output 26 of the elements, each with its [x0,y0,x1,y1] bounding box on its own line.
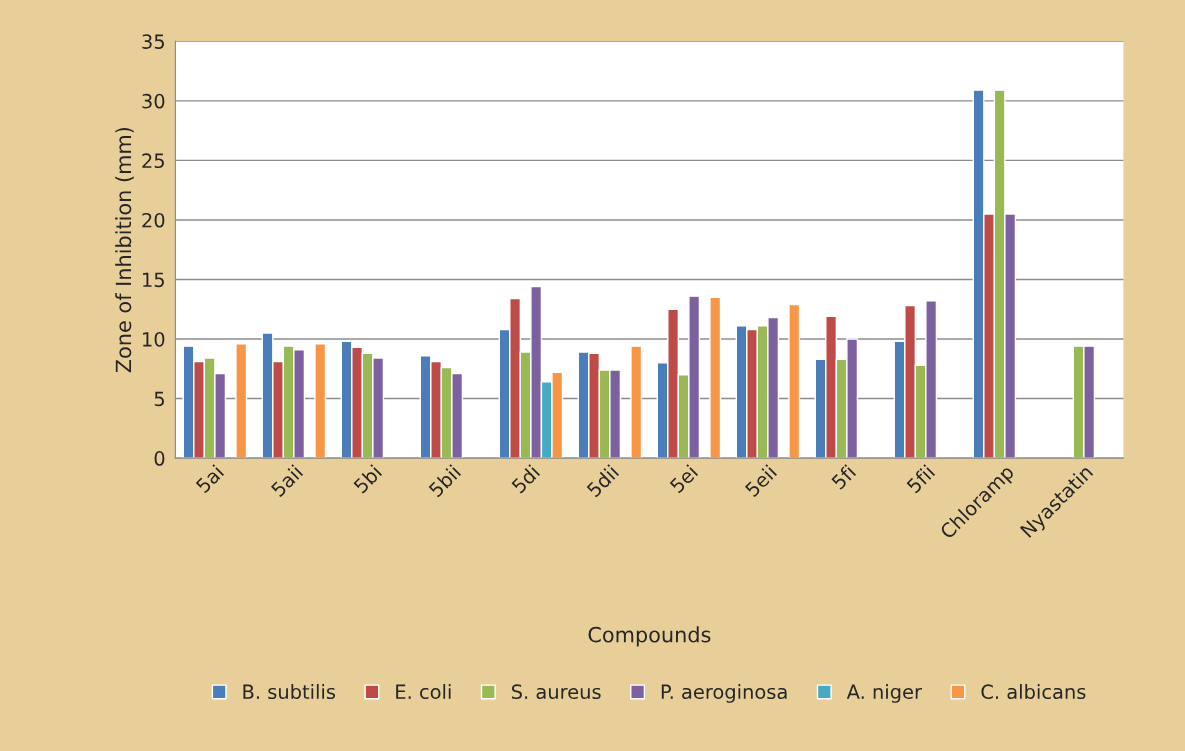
y-tick-label: 35 [142,34,164,49]
x-tick-label: 5fi [830,464,857,490]
x-tick-label: 5fii [905,464,936,494]
y-axis-title: Zone of Inhibition (mm) [115,127,134,373]
legend-label: E. coli [396,684,451,700]
y-tick-label: 25 [142,153,164,169]
legend-label: B. subtilis [243,684,336,700]
x-axis-title: Compounds [588,626,711,647]
legend-label: C. albicans [981,684,1086,700]
y-tick-label: 5 [154,391,164,407]
y-tick-label: 10 [143,331,165,347]
x-tick-label: 5bi [352,464,383,494]
x-tick-label: 5di [510,464,541,494]
y-tick-label: 0 [154,451,165,466]
x-tick-label: 5ai [194,464,225,494]
y-tick-label: 30 [142,93,165,109]
y-tick-label: 15 [143,272,164,288]
x-tick-label: 5eii [744,464,778,498]
x-tick-label: 5dii [585,464,620,498]
x-tick-label: 5ei [668,464,699,494]
x-tick-label: 5aii [270,464,304,498]
legend-label: A. niger [846,684,923,703]
y-tick-label: 20 [142,212,165,228]
legend-label: P. aeroginosa [661,684,787,703]
x-tick-label: 5bii [427,464,462,498]
legend-label: S. aureus [511,684,601,700]
